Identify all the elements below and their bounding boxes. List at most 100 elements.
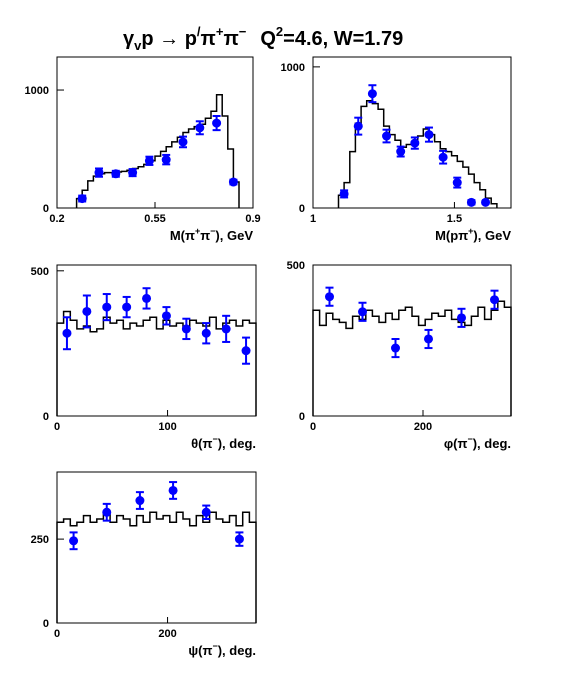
title-q2-sup: 2 [276,24,283,39]
data-point [82,306,92,316]
title-gamma-subscript: v [134,38,142,53]
x-axis-label-part: M(π [170,228,195,243]
title-reaction: p → p [141,28,197,50]
y-tick-label: 1000 [281,62,305,74]
data-point [452,178,462,188]
x-tick-label: 1.5 [447,213,462,225]
plot-frame [312,56,512,209]
x-tick-label: 200 [158,628,176,640]
x-axis-label: θ(π−), deg. [191,434,256,451]
title-prime: / [197,24,201,39]
data-point [410,138,420,148]
data-point [339,189,349,199]
x-axis-label-part: − [467,434,472,444]
x-axis-label: M(π+π−), GeV [170,226,254,243]
title-q2: Q [260,28,276,50]
x-tick-label: 0.9 [245,213,260,225]
data-point [490,295,499,305]
y-tick-label: 0 [299,411,305,423]
data-point [457,313,466,323]
panel-5: 0 200 0 250 ψ(π−), deg. [31,471,257,658]
x-axis-label-part: π [200,228,210,243]
data-point [438,152,448,162]
x-axis-label-part: θ(π [191,436,212,451]
data-point [228,177,238,187]
data-point [77,194,87,204]
data-point [396,147,406,157]
model-histogram [312,300,512,416]
x-axis-label-part: − [212,434,217,444]
panel-2: 1 1.5 0 1000 M(pπ+), GeV [281,56,512,243]
data-point [161,155,171,165]
data-point [128,168,138,178]
data-point [424,334,433,344]
data-point [181,324,191,334]
x-axis-label-part: ψ(π [188,643,212,658]
data-point [142,293,152,303]
y-tick-label: 1000 [25,85,49,97]
x-axis-label-part: ), deg. [218,643,256,658]
y-tick-label: 500 [287,260,305,272]
plot-frame [312,264,512,417]
panel-4: 0 200 0 500 φ(π−), deg. [287,260,512,451]
data-point [212,118,222,128]
data-point [358,307,367,317]
figure-title: γvp → p/π+π− Q2=4.6, W=1.79 [123,24,403,53]
data-point [221,324,231,334]
x-tick-label: 0 [54,628,60,640]
data-point [241,346,251,356]
data-point [178,137,188,147]
x-tick-label: 0.2 [49,213,64,225]
data-point [391,343,400,353]
data-point [466,197,476,207]
panel-1: 0.2 0.55 0.9 0 1000 M(π+π−), GeV [25,56,261,243]
title-pi-minus: π [223,28,238,50]
data-point [62,328,72,338]
x-axis-label-part: − [210,226,215,236]
data-point [168,485,178,495]
title-pi-plus: π [201,28,216,50]
x-axis-label-part: + [195,226,200,236]
data-point [382,131,392,141]
data-point [122,302,132,312]
model-histogram [56,511,257,623]
x-tick-label: 0 [310,421,316,433]
x-axis-label-part: + [468,226,473,236]
panel-3: 0 100 0 500 θ(π−), deg. [31,264,257,451]
data-point [353,121,363,131]
x-axis-label: φ(π−), deg. [444,434,511,451]
data-point [481,197,491,207]
x-axis-label-part: ), deg. [218,436,256,451]
y-tick-label: 0 [43,203,49,215]
model-histogram [337,99,498,208]
y-tick-label: 250 [31,534,49,546]
plot-frame [56,471,257,624]
x-tick-label: 200 [414,421,432,433]
data-point [69,536,79,546]
data-point [135,496,145,506]
data-point [325,292,334,302]
x-axis-label-part: ), deg. [473,436,511,451]
data-point [201,328,211,338]
data-point [144,156,154,166]
plot-frame [56,56,254,209]
data-point [111,169,121,179]
x-axis-label-part: ), GeV [473,228,511,243]
x-axis-label-part: ), GeV [215,228,253,243]
data-point [94,168,104,178]
data-point [201,507,211,517]
data-point [102,302,112,312]
x-axis-label-part: φ(π [444,436,468,451]
model-histogram [75,94,240,208]
data-point [161,311,171,321]
data-point [424,130,434,140]
y-tick-label: 0 [299,203,305,215]
title-q2-value: =4.6, W=1.79 [283,28,403,50]
data-point [234,534,244,544]
title-gamma: γ [123,28,135,50]
y-tick-label: 0 [43,411,49,423]
y-tick-label: 0 [43,618,49,630]
x-tick-label: 1 [310,213,316,225]
